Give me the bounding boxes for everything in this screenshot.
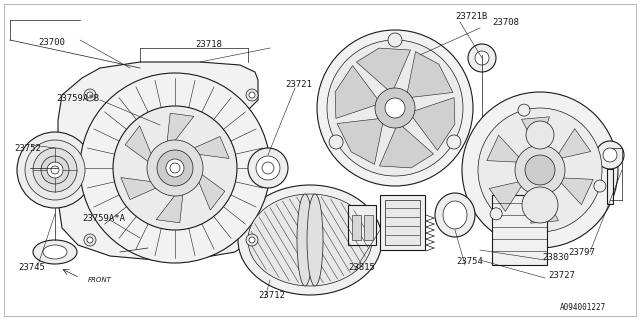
Text: 23708: 23708 bbox=[492, 18, 519, 27]
Text: 23718: 23718 bbox=[195, 39, 222, 49]
Text: 23745: 23745 bbox=[18, 263, 45, 273]
Ellipse shape bbox=[51, 166, 59, 174]
Text: 23815: 23815 bbox=[348, 263, 375, 273]
Ellipse shape bbox=[25, 140, 85, 200]
Polygon shape bbox=[522, 117, 549, 152]
Text: FRONT: FRONT bbox=[88, 277, 112, 283]
Circle shape bbox=[84, 89, 96, 101]
Ellipse shape bbox=[238, 185, 382, 295]
Text: A094001227: A094001227 bbox=[560, 303, 606, 313]
Text: 23797: 23797 bbox=[568, 247, 595, 257]
Polygon shape bbox=[335, 66, 381, 118]
Ellipse shape bbox=[157, 150, 193, 186]
Text: 23759A*A: 23759A*A bbox=[82, 213, 125, 222]
Ellipse shape bbox=[515, 145, 565, 195]
Ellipse shape bbox=[147, 140, 203, 196]
Ellipse shape bbox=[262, 162, 274, 174]
Text: 23830: 23830 bbox=[542, 253, 569, 262]
Polygon shape bbox=[556, 178, 593, 205]
Bar bbox=[607, 169, 613, 204]
Polygon shape bbox=[58, 62, 258, 260]
Ellipse shape bbox=[297, 194, 313, 286]
Polygon shape bbox=[555, 129, 591, 160]
Circle shape bbox=[87, 237, 93, 243]
Circle shape bbox=[518, 104, 530, 116]
Bar bbox=[352, 215, 361, 240]
Polygon shape bbox=[409, 98, 455, 150]
Circle shape bbox=[246, 89, 258, 101]
Ellipse shape bbox=[33, 148, 77, 192]
Polygon shape bbox=[531, 188, 559, 223]
Circle shape bbox=[388, 33, 402, 47]
Ellipse shape bbox=[475, 51, 489, 65]
Bar bbox=[492, 195, 547, 265]
Ellipse shape bbox=[113, 106, 237, 230]
Circle shape bbox=[84, 234, 96, 246]
Ellipse shape bbox=[33, 240, 77, 264]
Ellipse shape bbox=[248, 148, 288, 188]
Text: 23700: 23700 bbox=[38, 37, 65, 46]
Polygon shape bbox=[406, 52, 453, 98]
Circle shape bbox=[249, 92, 255, 98]
Text: 23721B: 23721B bbox=[455, 12, 487, 20]
Bar bbox=[380, 195, 425, 250]
Circle shape bbox=[447, 135, 461, 149]
Circle shape bbox=[594, 180, 606, 192]
Polygon shape bbox=[166, 113, 194, 152]
Ellipse shape bbox=[522, 187, 558, 223]
Ellipse shape bbox=[385, 98, 405, 118]
Ellipse shape bbox=[170, 163, 180, 173]
Bar bbox=[348, 205, 376, 245]
Ellipse shape bbox=[375, 88, 415, 128]
Polygon shape bbox=[156, 184, 184, 223]
Polygon shape bbox=[356, 48, 410, 93]
Ellipse shape bbox=[256, 156, 280, 180]
Ellipse shape bbox=[80, 73, 270, 263]
Ellipse shape bbox=[317, 30, 473, 186]
Ellipse shape bbox=[47, 162, 63, 178]
Ellipse shape bbox=[478, 108, 602, 232]
Ellipse shape bbox=[462, 92, 618, 248]
Polygon shape bbox=[337, 118, 384, 164]
Text: 23727: 23727 bbox=[548, 271, 575, 281]
Circle shape bbox=[87, 92, 93, 98]
Ellipse shape bbox=[307, 194, 323, 286]
Polygon shape bbox=[184, 136, 229, 158]
Ellipse shape bbox=[596, 141, 624, 169]
Bar bbox=[385, 200, 420, 245]
Polygon shape bbox=[121, 178, 166, 200]
Polygon shape bbox=[487, 135, 524, 162]
Bar bbox=[364, 215, 373, 240]
Circle shape bbox=[249, 237, 255, 243]
Circle shape bbox=[329, 135, 343, 149]
Ellipse shape bbox=[166, 159, 184, 177]
Circle shape bbox=[246, 234, 258, 246]
Ellipse shape bbox=[43, 245, 67, 259]
Text: 23754: 23754 bbox=[456, 258, 483, 267]
Circle shape bbox=[490, 208, 502, 220]
Text: 23752: 23752 bbox=[14, 143, 41, 153]
Text: 23712: 23712 bbox=[258, 292, 285, 300]
Ellipse shape bbox=[468, 44, 496, 72]
Polygon shape bbox=[489, 180, 525, 212]
Ellipse shape bbox=[327, 40, 463, 176]
Ellipse shape bbox=[248, 194, 372, 286]
Polygon shape bbox=[125, 126, 157, 168]
Ellipse shape bbox=[525, 155, 555, 185]
Ellipse shape bbox=[526, 121, 554, 149]
Ellipse shape bbox=[603, 148, 617, 162]
Ellipse shape bbox=[443, 201, 467, 229]
Ellipse shape bbox=[41, 156, 69, 184]
Ellipse shape bbox=[435, 193, 475, 237]
Polygon shape bbox=[380, 123, 433, 168]
Polygon shape bbox=[193, 168, 225, 210]
Text: 23759A*B: 23759A*B bbox=[56, 93, 99, 102]
Text: 23721: 23721 bbox=[285, 79, 312, 89]
Ellipse shape bbox=[17, 132, 93, 208]
